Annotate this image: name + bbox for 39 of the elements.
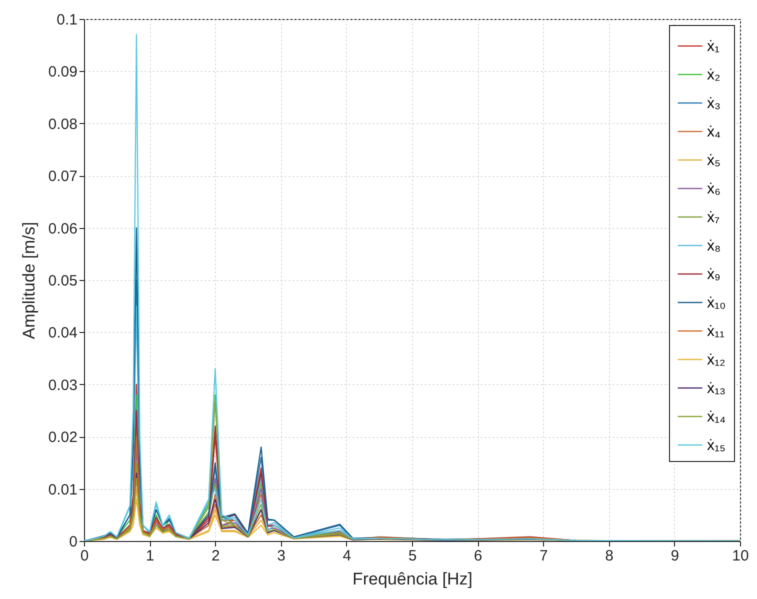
y-tick-label: 0.09 <box>48 64 78 81</box>
y-tick-label: 0.04 <box>48 324 78 342</box>
legend-label: ẋ₁₀ <box>707 294 726 312</box>
x-tick-label: 4 <box>342 548 352 564</box>
legend-label: ẋ₆ <box>707 180 721 198</box>
x-tick-label: 6 <box>474 548 482 564</box>
legend-label: ẋ₅ <box>707 152 721 169</box>
legend-label: ẋ₈ <box>707 238 721 254</box>
y-tick-label: 0.03 <box>48 376 78 394</box>
y-tick-label: 0.1 <box>56 12 78 28</box>
legend-label: ẋ₁ <box>707 38 720 55</box>
legend-label: ẋ₉ <box>707 266 720 283</box>
legend-label: ẋ₇ <box>707 209 720 226</box>
legend-label: ẋ₁₄ <box>707 408 726 426</box>
y-axis-title: Amplitude [m/s] <box>19 222 38 340</box>
legend-label: ẋ₁₂ <box>707 352 726 368</box>
legend-label: ẋ₂ <box>707 66 720 84</box>
legend-label: ẋ₁₁ <box>707 323 725 340</box>
x-tick-label: 1 <box>146 548 154 564</box>
x-axis-title: Frequência [Hz] <box>352 570 472 588</box>
y-tick-label: 0.06 <box>48 220 78 238</box>
x-tick-label: 8 <box>605 548 614 564</box>
y-tick-label: 0.07 <box>48 168 78 186</box>
y-tick-label: 0 <box>69 534 78 550</box>
x-tick-label: 10 <box>732 548 749 564</box>
x-tick-label: 3 <box>277 548 286 564</box>
legend-label: ẋ₄ <box>707 124 721 140</box>
x-tick-label: 2 <box>212 548 220 564</box>
x-tick-label: 7 <box>540 548 548 564</box>
y-tick-label: 0.05 <box>48 272 78 290</box>
legend-label: ẋ₁₅ <box>707 437 726 454</box>
y-tick-label: 0.08 <box>48 116 78 133</box>
x-tick-label: 5 <box>408 548 417 564</box>
x-tick-label: 0 <box>80 548 89 564</box>
y-tick-label: 0.01 <box>48 481 78 498</box>
legend-label: ẋ₃ <box>707 95 721 112</box>
y-tick-label: 0.02 <box>48 429 78 446</box>
x-tick-label: 9 <box>670 548 680 564</box>
legend-label: ẋ₁₃ <box>707 380 726 397</box>
